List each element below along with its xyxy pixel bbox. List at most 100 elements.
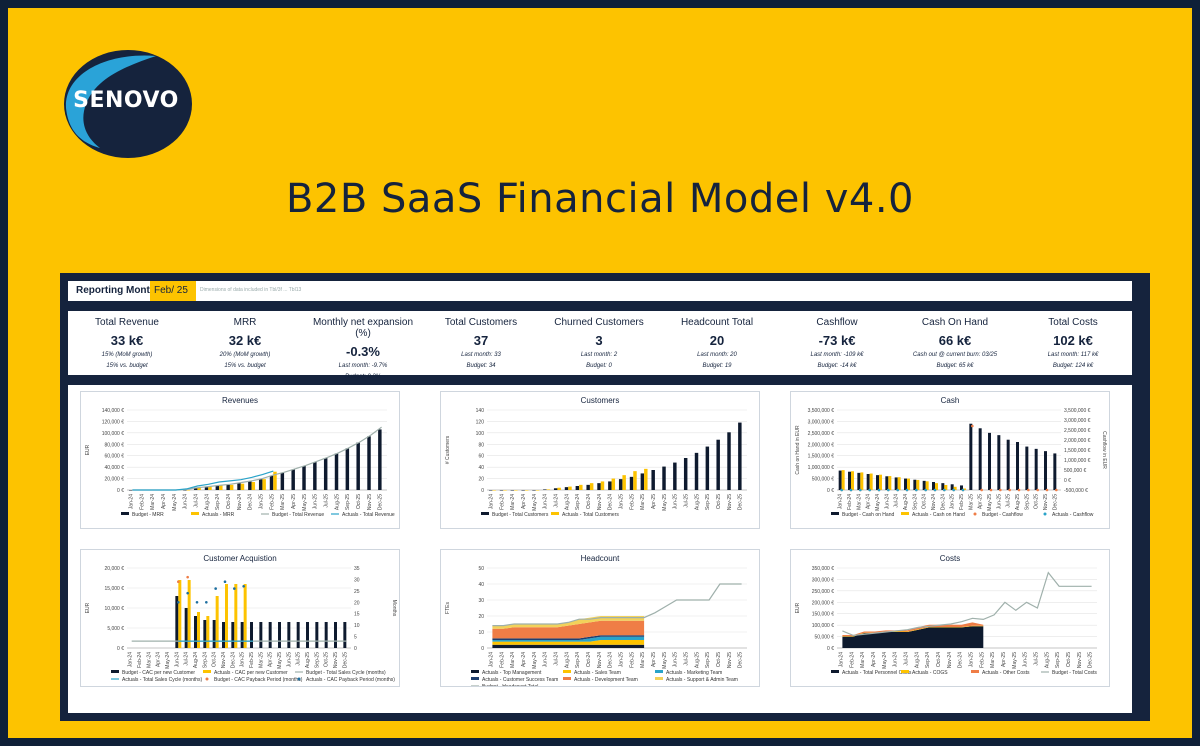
x-tick-label: Apr-25 (291, 494, 297, 509)
x-tick-label: Jan-25 (240, 652, 246, 668)
scatter-point (971, 424, 974, 428)
x-tick-label: Dec-24 (230, 652, 236, 668)
kpi-sub2: Budget: 0.2% (344, 374, 382, 380)
scatter-point (943, 488, 946, 492)
area-series (492, 644, 645, 648)
legend-swatch (655, 670, 663, 673)
x-tick-label: Jul-25 (323, 494, 329, 508)
x-tick-label: Apr-25 (978, 494, 984, 509)
y-tick-label: 60 (478, 454, 484, 460)
x-tick-label: Sep-25 (314, 652, 320, 668)
y-tick-label: 50 (478, 566, 484, 572)
bar (932, 482, 935, 490)
bar (524, 490, 529, 491)
y2-tick-label: 30 (354, 577, 360, 583)
y-tick-label: 3,500,000 € (808, 408, 835, 414)
bar (963, 488, 966, 490)
x-tick-label: Jan-24 (488, 494, 494, 510)
x-tick-label: Jun-24 (893, 652, 899, 668)
x-tick-label: Aug-25 (305, 652, 311, 668)
x-tick-label: Jan-24 (838, 652, 844, 668)
x-tick-label: Dec-25 (1088, 652, 1094, 668)
bar (1016, 442, 1019, 490)
y2-tick-label: 2,500,000 € (1064, 428, 1091, 434)
scatter-point (1017, 488, 1021, 492)
x-tick-label: Oct-25 (1034, 494, 1040, 509)
x-tick-label: Sep-25 (705, 652, 711, 668)
y-tick-label: 30 (478, 598, 484, 604)
y-tick-label: 0 (481, 488, 484, 494)
bar (885, 476, 889, 490)
bar (250, 622, 253, 648)
reporting-bar: Reporting Month: Feb/ 25 Dimensions of d… (68, 281, 1132, 301)
reporting-month-input[interactable]: Feb/ 25 (150, 281, 196, 301)
x-tick-label: Dec-25 (342, 652, 348, 668)
y-tick-label: 15,000 € (105, 586, 125, 592)
y-tick-label: 20,000 € (105, 566, 125, 572)
x-tick-label: Dec-25 (1052, 494, 1058, 510)
kpi-sub2: 15% vs. budget (106, 363, 148, 369)
scatter-point (915, 488, 918, 492)
x-tick-label: Aug-24 (193, 652, 199, 668)
scatter-point (1036, 488, 1039, 492)
legend-label: Actuals - Development Team (574, 677, 638, 683)
area-series (492, 620, 645, 639)
bar (608, 481, 612, 490)
scatter-point (205, 600, 208, 604)
x-tick-label: Jul-24 (894, 494, 900, 508)
x-tick-label: Aug-25 (694, 494, 700, 510)
x-tick-label: Aug-25 (334, 494, 340, 510)
kpi-sub1: Last month: 33 (461, 352, 501, 358)
legend-swatch (471, 670, 479, 673)
x-tick-label: Nov-24 (947, 652, 953, 668)
y2-tick-label: 10 (354, 623, 360, 629)
x-tick-label: Apr-25 (651, 494, 657, 509)
bar (568, 486, 572, 490)
bar (488, 490, 493, 491)
legend-label: Budget - Total Revenue (272, 512, 324, 518)
x-tick-label: Jun-25 (673, 494, 679, 510)
x-tick-label: Jun-25 (1023, 652, 1029, 668)
kpi-tile: Total Costs 102 k€ Last month: 117 k€ Budge… (1014, 311, 1132, 370)
x-tick-label: Sep-25 (705, 494, 711, 510)
senovo-logo: SENOVO (56, 44, 196, 164)
legend-swatch (973, 512, 977, 516)
x-tick-label: Nov-24 (597, 494, 603, 510)
legend-label: Budget - CAC Payback Period (months) (214, 677, 303, 683)
y-tick-label: 0 € (117, 646, 124, 652)
kpi-tile: Cashflow -73 k€ Last month: -109 k€ Budget:… (778, 311, 896, 370)
scatter-point (233, 587, 236, 590)
bar (186, 490, 191, 491)
bar (225, 584, 228, 648)
scatter-point (933, 488, 937, 492)
scatter-point (195, 600, 199, 604)
area-series (492, 640, 645, 645)
bar (356, 442, 360, 490)
x-tick-label: Mar-25 (968, 494, 974, 510)
bar (231, 622, 235, 648)
x-tick-label: Oct-25 (1066, 652, 1072, 667)
x-tick-label: Mar-24 (860, 652, 866, 668)
bar (1053, 453, 1057, 490)
x-tick-label: Nov-24 (221, 652, 227, 668)
legend-label: Budget - Total Sales Cycle (months) (306, 670, 386, 676)
bar (296, 622, 300, 648)
x-tick-label: Aug-25 (694, 652, 700, 668)
x-tick-label: Feb-25 (269, 494, 275, 510)
kpi-sub2: Budget: 0 (586, 363, 612, 369)
bar (1025, 446, 1029, 490)
bar (575, 486, 580, 490)
bar (564, 487, 569, 490)
chart-cash: Cash 0 € 500,000 € 1,000,000 € 1,500,000 € 2,… (790, 391, 1110, 529)
x-tick-label: Oct-24 (922, 494, 928, 509)
bar (208, 486, 212, 490)
legend-label: Actuals - Total Sales Cycle (months) (122, 677, 203, 683)
y-tick-label: 10 (478, 630, 484, 636)
y-tick-label: 3,000,000 € (808, 419, 835, 425)
x-tick-label: Jul-24 (553, 652, 559, 666)
bar (907, 478, 910, 490)
bar (851, 471, 854, 490)
kpi-value: 20 (709, 333, 725, 348)
bar (183, 490, 187, 491)
x-tick-label: Sep-24 (215, 494, 221, 510)
